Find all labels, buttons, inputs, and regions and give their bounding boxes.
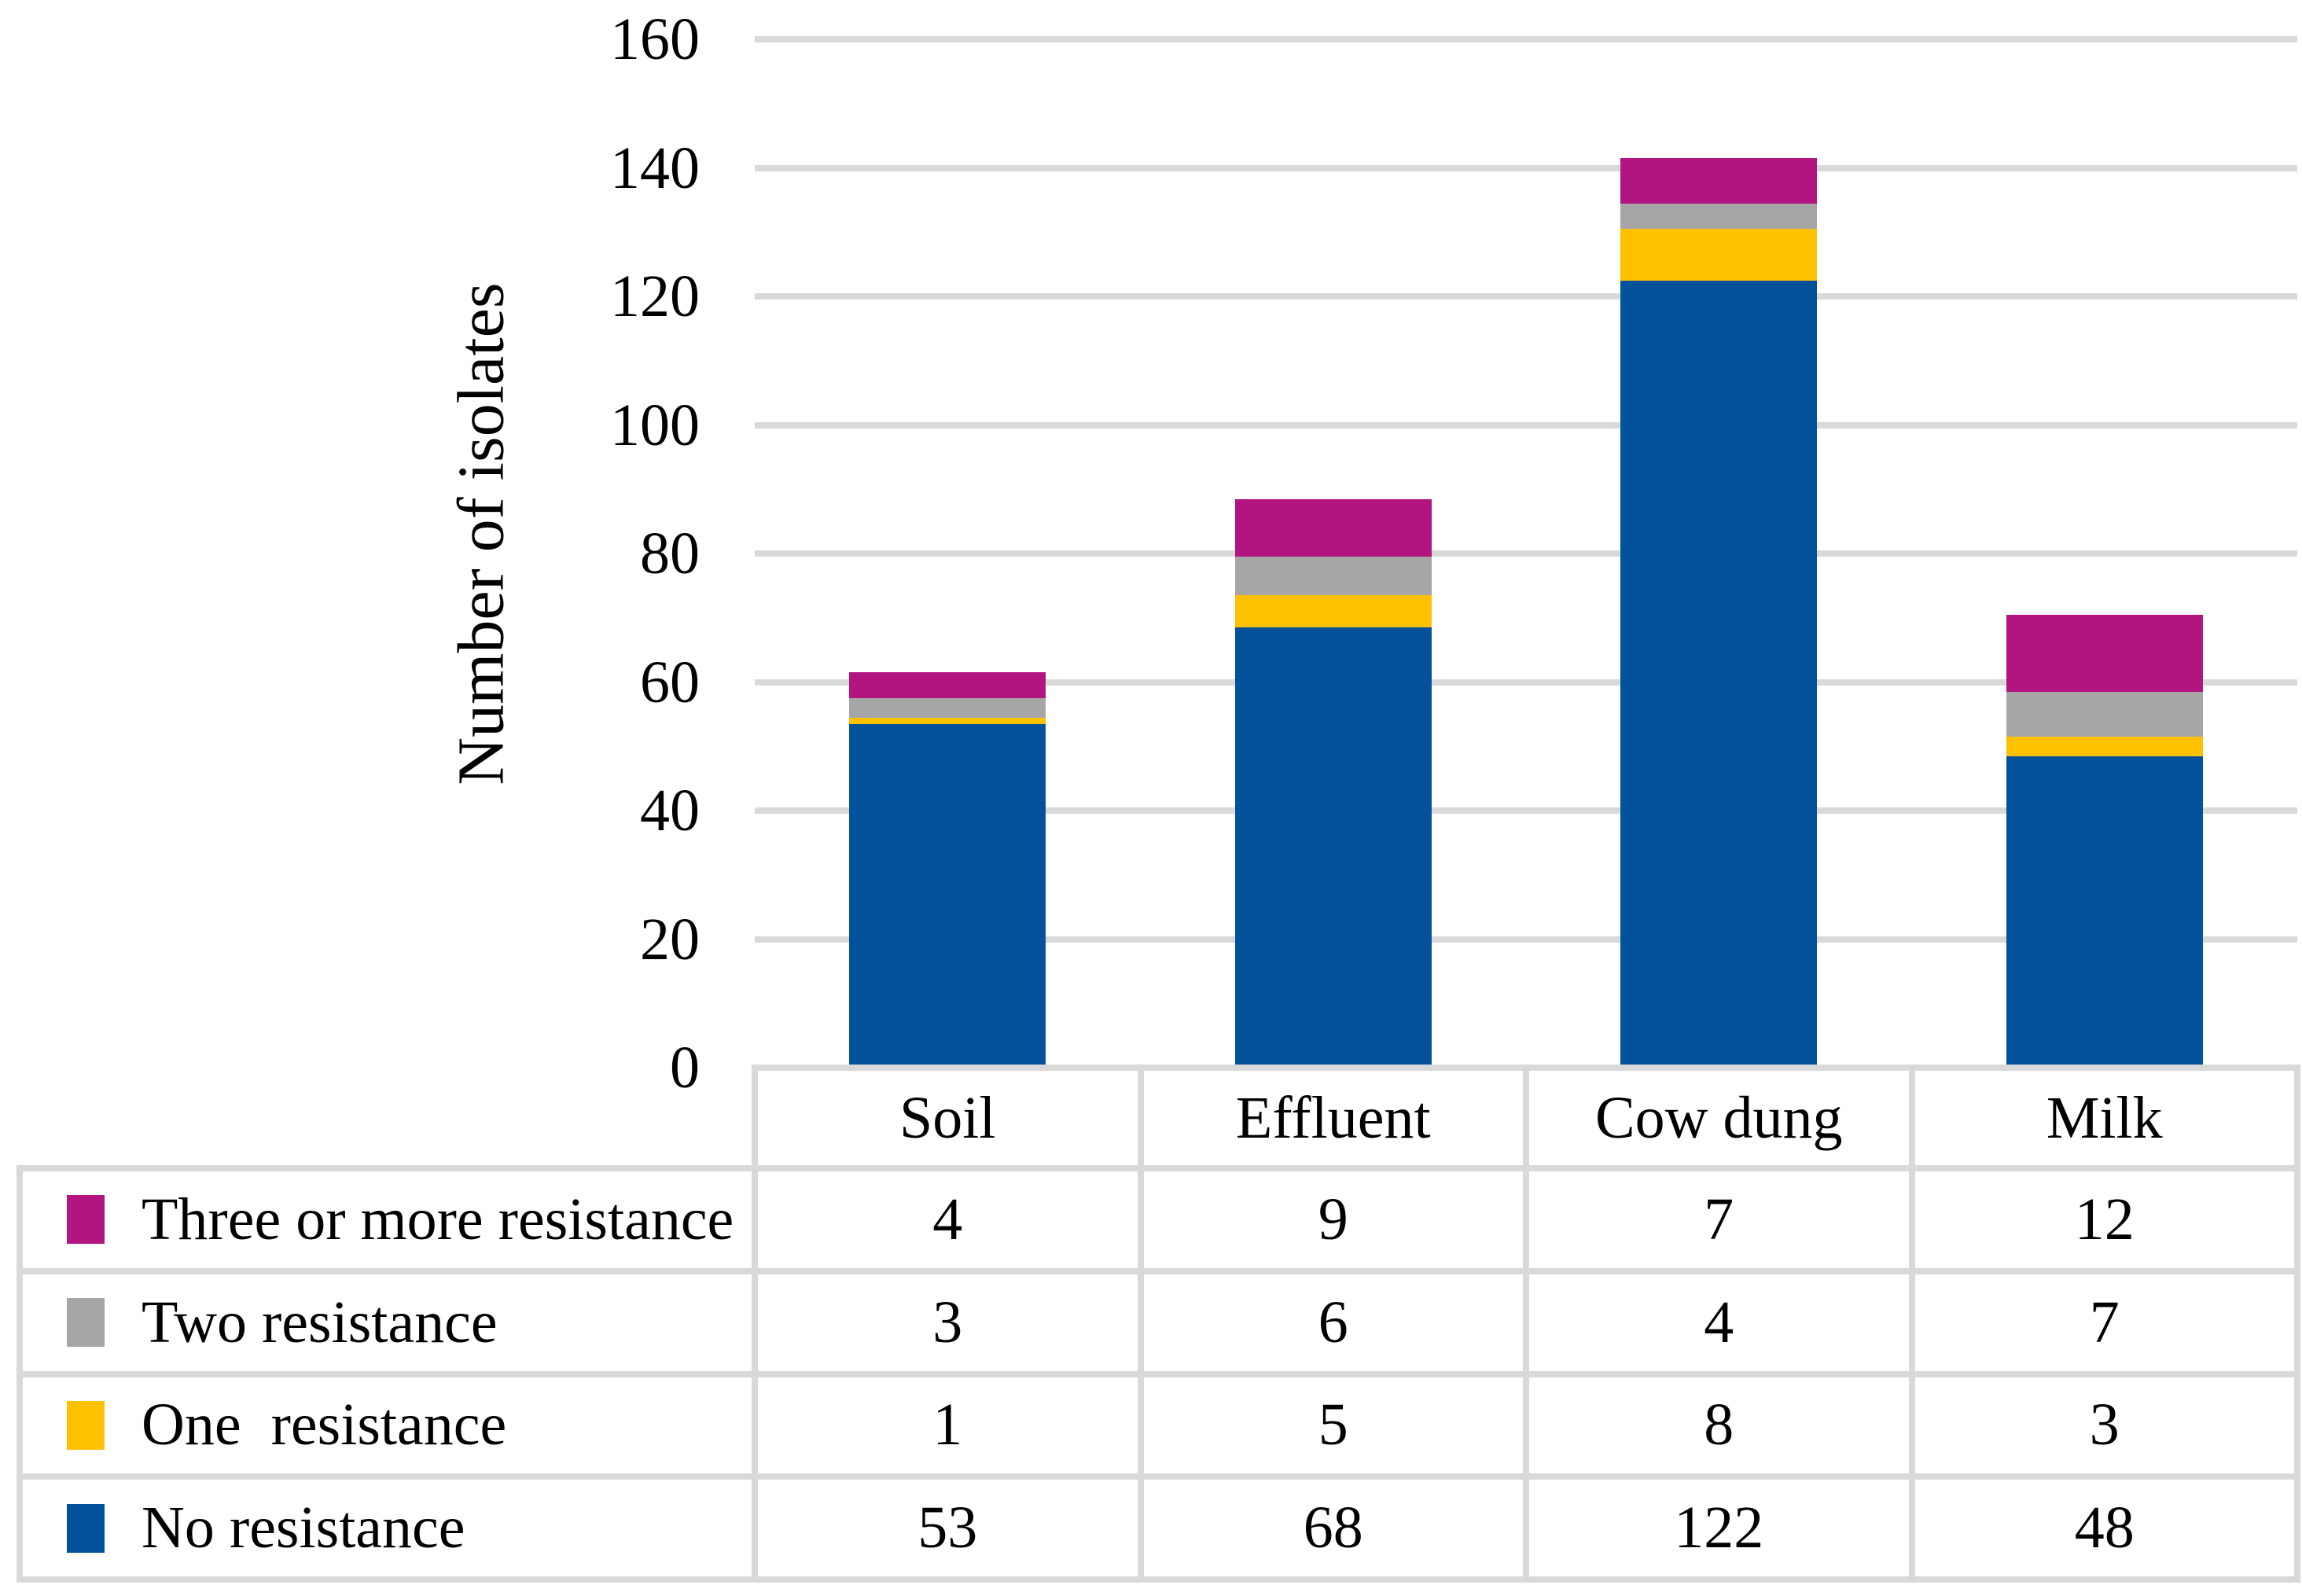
table-value-cell: 1 [932,1392,963,1458]
y-gridline [755,550,2297,557]
table-header-cell: Cow dung [1594,1084,1843,1151]
bar-segment-cow-dung [1620,280,1818,1065]
y-gridline [755,36,2297,42]
table-horizontal-border [17,1267,2300,1274]
legend-series-label: Three or more resistance [142,1186,734,1252]
table-vertical-border [17,1165,23,1583]
table-value-cell: 7 [2089,1289,2120,1355]
table-value-cell: 9 [1318,1186,1348,1252]
table-value-cell: 53 [917,1495,978,1561]
table-value-cell: 4 [932,1186,963,1252]
y-axis-tick-label: 40 [640,778,700,844]
y-axis-tick-label: 100 [610,392,700,458]
legend-key-swatch-icon [67,1400,105,1450]
table-header-cell: Effluent [1235,1084,1431,1151]
table-value-cell: 68 [1303,1495,1363,1561]
table-vertical-border [1523,1065,1529,1583]
bar-segment-effluent [1234,627,1432,1065]
bar-segment-milk [2006,691,2203,737]
table-value-cell: 122 [1674,1495,1764,1561]
table-vertical-border [2294,1065,2300,1583]
table-value-cell: 7 [1704,1186,1734,1252]
y-axis-tick-label: 0 [670,1035,700,1101]
bar-segment-milk [2006,614,2203,692]
bar-segment-soil [849,672,1046,698]
table-value-cell: 3 [2089,1392,2120,1458]
bar-segment-cow-dung [1620,229,1818,281]
y-gridline [755,936,2297,943]
table-value-cell: 8 [1704,1392,1734,1458]
y-axis-tick-label: 60 [640,649,700,715]
y-gridline [755,164,2297,171]
legend-key-swatch-icon [67,1195,105,1245]
table-vertical-border [752,1065,758,1583]
bar-segment-soil [849,717,1046,724]
bar-segment-soil [849,723,1046,1065]
table-horizontal-border [17,1576,2300,1583]
y-axis-tick-label: 140 [610,134,700,201]
table-vertical-border [1137,1065,1144,1583]
legend-key-swatch-icon [67,1298,105,1348]
legend-key-swatch-icon [67,1503,105,1553]
legend-series-label: Two resistance [142,1289,498,1355]
table-value-cell: 48 [2074,1495,2135,1561]
bar-segment-cow-dung [1620,203,1818,230]
table-value-cell: 3 [932,1289,963,1355]
legend-series-label: No resistance [142,1495,465,1561]
table-header-cell: Soil [899,1084,996,1151]
bar-segment-milk [2006,737,2203,756]
table-value-cell: 4 [1704,1289,1734,1355]
bar-segment-effluent [1234,557,1432,596]
y-gridline [755,678,2297,686]
y-gridline [755,421,2297,428]
legend-series-label: One resistance [142,1392,507,1458]
y-gridline [755,293,2297,300]
table-vertical-border [1908,1065,1915,1583]
table-header-cell: Milk [2046,1084,2163,1151]
table-horizontal-border [17,1473,2300,1480]
y-gridline [755,807,2297,814]
bar-segment-cow-dung [1620,158,1818,204]
y-axis-tick-label: 20 [640,906,700,973]
y-axis-tick-label: 120 [610,263,700,329]
y-axis-tick-label: 160 [610,6,700,72]
table-value-cell: 6 [1318,1289,1348,1355]
bar-segment-milk [2006,756,2203,1065]
bar-segment-soil [849,698,1046,718]
bar-segment-effluent [1234,595,1432,628]
y-axis-tick-label: 80 [640,520,700,587]
table-value-cell: 5 [1318,1392,1348,1458]
bar-segment-effluent [1234,498,1432,557]
table-horizontal-border [17,1370,2300,1377]
table-horizontal-border [17,1165,2300,1171]
table-value-cell: 12 [2074,1186,2135,1252]
